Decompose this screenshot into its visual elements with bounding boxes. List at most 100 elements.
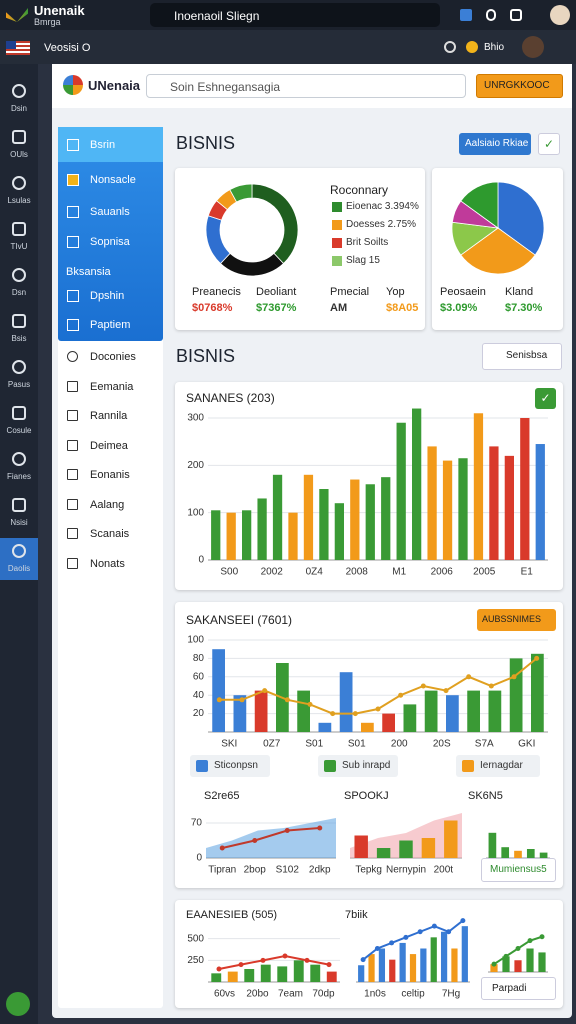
side-icon bbox=[67, 469, 78, 480]
section-title: BISNIS bbox=[176, 133, 236, 153]
chip-text: Sub inrapd bbox=[342, 760, 391, 771]
rail-label: OUls bbox=[10, 150, 28, 159]
icon[interactable] bbox=[466, 41, 478, 53]
side-icon bbox=[67, 351, 78, 362]
header-logo-icon bbox=[63, 75, 83, 95]
side-item[interactable]: Deimea bbox=[90, 439, 128, 452]
card-title: EAANESIEB (505) bbox=[186, 909, 278, 921]
side-item[interactable]: Scanais bbox=[90, 528, 130, 540]
legend-item: Brit Soilts bbox=[346, 237, 389, 248]
side-item[interactable]: Rannila bbox=[90, 410, 128, 422]
location: Veosisi O bbox=[44, 42, 91, 54]
rail-icon[interactable] bbox=[12, 314, 26, 328]
chip-icon bbox=[324, 760, 336, 772]
rail-icon[interactable] bbox=[12, 222, 26, 236]
card-title: SANANES (203) bbox=[186, 391, 275, 405]
stat-label: Peosaein bbox=[440, 286, 486, 298]
side-item[interactable]: Sauanls bbox=[90, 206, 130, 218]
header-button[interactable] bbox=[476, 74, 563, 98]
side-item[interactable]: Eonanis bbox=[90, 469, 130, 481]
rail-icon[interactable] bbox=[12, 498, 26, 512]
side-item[interactable]: Bsrin bbox=[90, 139, 116, 151]
stat-label: Pmecial bbox=[330, 286, 370, 298]
legend-item: Eioenac 3.394% bbox=[346, 201, 419, 212]
mini-title: SPOOKJ bbox=[344, 790, 389, 802]
sidebar-active[interactable] bbox=[58, 127, 163, 162]
rail-icon[interactable] bbox=[12, 130, 26, 144]
legend-title: Roconnary bbox=[330, 183, 389, 197]
section-button-text: Aalsiaio Rkiae bbox=[465, 138, 529, 149]
legend-item: Doesses 2.75% bbox=[346, 219, 417, 230]
rail-label: Nsisi bbox=[10, 518, 28, 527]
chip[interactable] bbox=[190, 755, 270, 777]
rail-label: Dsin bbox=[10, 104, 27, 113]
stat-value: $7367% bbox=[256, 302, 297, 314]
side-item[interactable]: Eemania bbox=[90, 380, 134, 393]
rail-icon[interactable] bbox=[12, 452, 26, 466]
chip[interactable] bbox=[318, 755, 398, 777]
side-icon bbox=[67, 439, 78, 451]
icon[interactable] bbox=[486, 9, 496, 21]
section-button[interactable] bbox=[459, 133, 531, 155]
avatar[interactable] bbox=[550, 5, 570, 25]
legend-swatch bbox=[332, 202, 342, 212]
rail-icon[interactable] bbox=[12, 360, 26, 374]
card-button[interactable] bbox=[477, 609, 556, 631]
side-icon bbox=[67, 319, 79, 331]
side-section: Bksansia bbox=[66, 266, 111, 278]
stat-label: Kland bbox=[505, 286, 534, 298]
header-search-text: Soin Eshnegansagia bbox=[170, 80, 281, 94]
chip-icon bbox=[462, 760, 474, 772]
rail-icon[interactable] bbox=[12, 406, 26, 420]
card-title: 7biik bbox=[345, 909, 368, 921]
mini-title: SK6N5 bbox=[468, 790, 503, 802]
stat-label: Yop bbox=[386, 286, 405, 298]
side-item[interactable]: Sopnisa bbox=[90, 236, 130, 248]
rail-label: Pasus bbox=[7, 380, 31, 389]
rail-label: Bsis bbox=[11, 334, 27, 343]
side-icon bbox=[67, 380, 78, 392]
side-item[interactable]: Nonats bbox=[90, 557, 125, 570]
side-icon bbox=[67, 557, 78, 569]
sub-bar bbox=[0, 30, 576, 64]
side-item[interactable]: Nonsacle bbox=[90, 174, 136, 186]
side-item[interactable]: Aalang bbox=[90, 498, 125, 511]
user-avatar[interactable] bbox=[522, 36, 544, 58]
check-button[interactable]: ✓ bbox=[535, 388, 556, 409]
rail-button[interactable] bbox=[6, 992, 30, 1016]
mini-button[interactable] bbox=[481, 858, 556, 882]
card-title: SAKANSEEI (7601) bbox=[186, 613, 293, 627]
top-search[interactable] bbox=[150, 3, 440, 27]
rail-icon[interactable] bbox=[12, 176, 26, 190]
side-item[interactable]: Dpshin bbox=[90, 290, 125, 302]
check-button[interactable]: ✓ bbox=[538, 133, 560, 155]
user-name: Bhio bbox=[484, 42, 505, 53]
side-item[interactable]: Doconies bbox=[90, 351, 136, 363]
sales-card bbox=[175, 382, 563, 590]
rail-icon[interactable] bbox=[12, 268, 26, 282]
section-button[interactable] bbox=[482, 343, 562, 370]
rail-icon[interactable] bbox=[12, 544, 26, 558]
rail-icon[interactable] bbox=[12, 84, 26, 98]
side-icon bbox=[67, 174, 79, 186]
rail-label: TIvU bbox=[10, 242, 28, 251]
header-logo: UNenaia bbox=[88, 78, 141, 93]
chip[interactable] bbox=[456, 755, 540, 777]
bottom-button-text: Parpadi bbox=[492, 983, 527, 994]
icon[interactable] bbox=[444, 41, 456, 53]
stat-value: AM bbox=[330, 302, 348, 314]
side-icon bbox=[67, 290, 79, 302]
rail-label: Dsn bbox=[11, 288, 27, 297]
top-search-text: Inoenaoil Sliegn bbox=[174, 9, 260, 23]
app-sub: Bmrga bbox=[34, 17, 61, 27]
icon[interactable] bbox=[510, 9, 522, 21]
bottom-button[interactable] bbox=[481, 977, 556, 1000]
header-button-text: UNRGKKOOC bbox=[484, 80, 550, 91]
side-icon bbox=[67, 498, 78, 510]
side-item[interactable]: Paptiem bbox=[90, 319, 131, 331]
header-search[interactable] bbox=[146, 74, 466, 98]
icon[interactable] bbox=[460, 9, 472, 21]
stat-value: $8A05 bbox=[386, 302, 419, 314]
rail-label: Cosule bbox=[6, 426, 32, 435]
side-icon bbox=[67, 410, 78, 421]
